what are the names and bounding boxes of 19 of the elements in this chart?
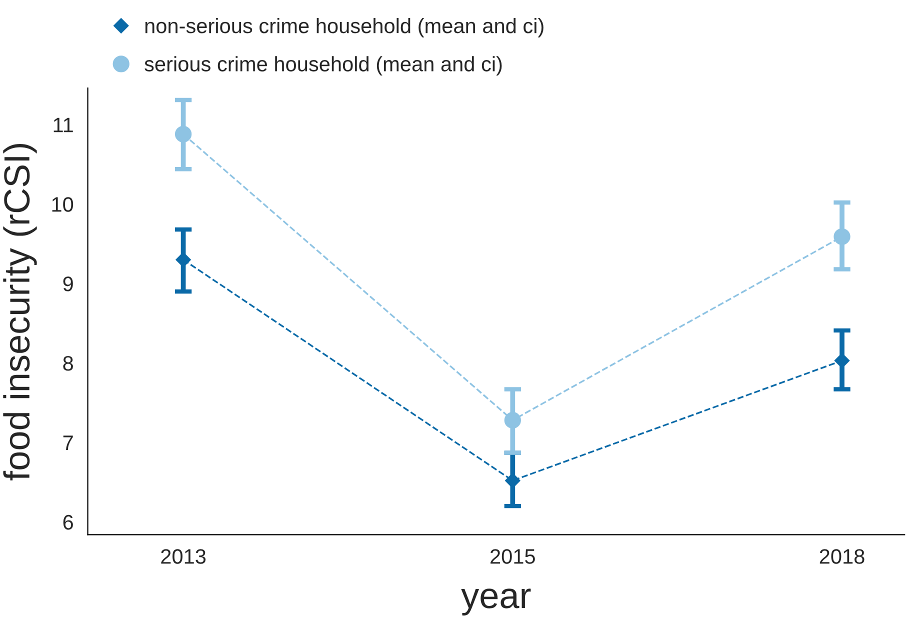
point xyxy=(176,252,191,268)
y-tick-label: 8 xyxy=(63,356,73,371)
x-tick-label: 2015 xyxy=(490,549,535,564)
x-axis-title: year xyxy=(461,588,531,616)
y-tick-label: 7 xyxy=(63,436,73,450)
y-tick-label: 10 xyxy=(52,197,74,212)
y-tick-label: 6 xyxy=(63,514,73,530)
legend-label: non-serious crime household (mean and ci) xyxy=(145,18,544,38)
point xyxy=(834,228,850,245)
point xyxy=(504,412,521,429)
y-tick-label: 9 xyxy=(63,276,73,292)
x-tick-label: 2018 xyxy=(820,549,864,564)
x-tick-label: 2013 xyxy=(161,549,206,564)
y-axis-title: food insecurity (rCSI) xyxy=(3,144,37,480)
point xyxy=(834,353,850,368)
point xyxy=(505,473,520,488)
y-tick-label: 11 xyxy=(54,118,73,132)
legend-label: serious crime household (mean and ci) xyxy=(144,56,502,76)
point xyxy=(174,126,192,142)
